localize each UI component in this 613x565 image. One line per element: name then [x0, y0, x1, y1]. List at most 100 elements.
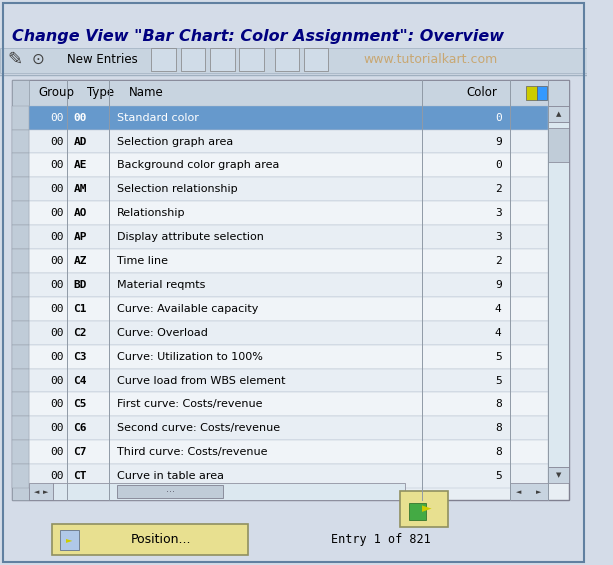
Text: Time line: Time line [117, 256, 169, 266]
Bar [537, 86, 547, 101]
Text: 00: 00 [50, 351, 63, 362]
Text: ✎: ✎ [7, 50, 22, 68]
Bar [549, 123, 569, 467]
Text: Second curve: Costs/revenue: Second curve: Costs/revenue [117, 423, 280, 433]
Bar [549, 128, 569, 162]
Text: First curve: Costs/revenue: First curve: Costs/revenue [117, 399, 263, 410]
Text: www.tutorialkart.com: www.tutorialkart.com [364, 53, 498, 66]
Text: 00: 00 [50, 328, 63, 338]
Text: Material reqmts: Material reqmts [117, 280, 206, 290]
Text: Third curve: Costs/revenue: Third curve: Costs/revenue [117, 447, 268, 457]
Text: ►: ► [43, 489, 48, 495]
FancyBboxPatch shape [151, 48, 176, 71]
Text: 8: 8 [495, 423, 501, 433]
Bar [29, 464, 549, 488]
Text: Selection relationship: Selection relationship [117, 184, 238, 194]
Bar [12, 106, 29, 129]
Bar [12, 440, 29, 464]
Text: 8: 8 [495, 399, 501, 410]
Text: Position...: Position... [131, 533, 191, 546]
Text: New Entries: New Entries [67, 53, 138, 66]
Text: 00: 00 [50, 423, 63, 433]
Text: CT: CT [74, 471, 87, 481]
Text: C6: C6 [74, 423, 87, 433]
FancyBboxPatch shape [181, 48, 205, 71]
Text: 00: 00 [50, 208, 63, 218]
Bar [12, 416, 29, 440]
Text: Group: Group [38, 86, 74, 99]
Bar [12, 177, 29, 201]
Bar [510, 483, 549, 500]
Text: 00: 00 [50, 256, 63, 266]
Bar [29, 273, 549, 297]
Text: 00: 00 [50, 399, 63, 410]
Text: BD: BD [74, 280, 87, 290]
Text: 2: 2 [495, 256, 501, 266]
Text: ◄: ◄ [34, 489, 39, 495]
Text: C4: C4 [74, 376, 87, 385]
Text: 9: 9 [495, 137, 501, 146]
Text: 2: 2 [495, 184, 501, 194]
Text: 5: 5 [495, 376, 501, 385]
Bar [29, 249, 549, 273]
Bar [29, 440, 549, 464]
Text: 00: 00 [50, 137, 63, 146]
Text: 0: 0 [495, 112, 501, 123]
Text: ▼: ▼ [556, 472, 562, 478]
Text: Curve in table area: Curve in table area [117, 471, 224, 481]
FancyBboxPatch shape [51, 524, 248, 555]
Bar [29, 321, 549, 345]
Bar [29, 201, 549, 225]
Bar [12, 273, 29, 297]
Text: AM: AM [74, 184, 87, 194]
Text: AE: AE [74, 160, 87, 171]
Text: 00: 00 [50, 447, 63, 457]
Bar [12, 80, 569, 500]
Bar [12, 201, 29, 225]
Text: ►: ► [422, 502, 432, 516]
Text: 9: 9 [495, 280, 501, 290]
Text: 00: 00 [50, 184, 63, 194]
Text: ◄: ◄ [516, 489, 522, 495]
FancyBboxPatch shape [275, 48, 299, 71]
Bar [12, 297, 29, 321]
Text: 0: 0 [495, 160, 501, 171]
Text: Background color graph area: Background color graph area [117, 160, 280, 171]
Text: AO: AO [74, 208, 87, 218]
Bar [549, 467, 569, 483]
Bar [29, 177, 549, 201]
Text: AZ: AZ [74, 256, 87, 266]
Text: 00: 00 [50, 112, 63, 123]
Bar [29, 297, 549, 321]
Bar [29, 129, 549, 154]
Text: Curve: Available capacity: Curve: Available capacity [117, 304, 259, 314]
Bar [29, 483, 53, 500]
Bar [12, 249, 29, 273]
Text: Type: Type [87, 86, 114, 99]
Bar [29, 225, 549, 249]
Text: AD: AD [74, 137, 87, 146]
Text: 00: 00 [50, 232, 63, 242]
FancyBboxPatch shape [0, 48, 587, 73]
Text: Selection graph area: Selection graph area [117, 137, 234, 146]
Text: Standard color: Standard color [117, 112, 199, 123]
Text: 8: 8 [495, 447, 501, 457]
Text: ···: ··· [166, 486, 175, 497]
Text: Curve: Overload: Curve: Overload [117, 328, 208, 338]
Bar [53, 483, 405, 500]
Text: ▲: ▲ [556, 111, 562, 117]
Text: AP: AP [74, 232, 87, 242]
Bar [12, 368, 29, 393]
Text: Curve load from WBS element: Curve load from WBS element [117, 376, 286, 385]
Bar [12, 345, 29, 368]
Text: Change View "Bar Chart: Color Assignment": Overview: Change View "Bar Chart: Color Assignment… [12, 29, 504, 44]
Bar [29, 106, 549, 129]
Text: 00: 00 [50, 304, 63, 314]
Text: ⊙: ⊙ [32, 52, 45, 67]
Bar [29, 368, 549, 393]
Text: 4: 4 [495, 304, 501, 314]
Text: ►: ► [66, 535, 72, 544]
FancyBboxPatch shape [210, 48, 235, 71]
FancyBboxPatch shape [239, 48, 264, 71]
Text: ►: ► [536, 489, 541, 495]
